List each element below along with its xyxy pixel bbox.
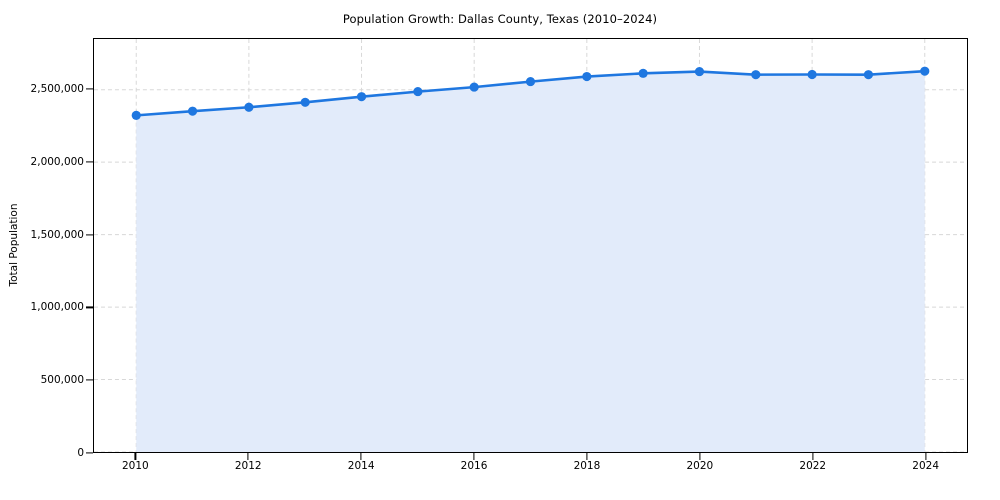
y-axis-tick-mark (86, 379, 93, 381)
x-axis-tick-label: 2012 (234, 460, 262, 472)
x-axis-tick-label: 2024 (912, 460, 940, 472)
data-point-marker (920, 66, 930, 76)
y-axis-tick-mark (86, 233, 93, 236)
data-point-marker (863, 70, 874, 80)
x-axis-tick-label: 2020 (686, 460, 714, 472)
x-axis-tick-mark (473, 453, 475, 460)
y-axis-tick-mark (86, 306, 93, 308)
data-point-marker (638, 68, 648, 78)
chart-title: Population Growth: Dallas County, Texas … (342, 12, 658, 26)
y-axis-tick-label: 500,000 (40, 374, 84, 387)
data-point-marker (187, 106, 198, 116)
data-point-marker (356, 92, 367, 102)
x-axis-tick-mark (360, 453, 362, 460)
x-axis-tick-label: 2018 (573, 460, 601, 472)
data-point-marker (582, 71, 592, 82)
x-axis-tick-mark (247, 453, 249, 460)
y-axis-tick-label: 1,000,000 (30, 301, 84, 314)
y-axis-tick-mark (86, 88, 93, 90)
plot-area (93, 38, 968, 453)
x-axis-tick-label: 2022 (799, 460, 827, 472)
area-fill-polygon (136, 71, 925, 452)
data-point-marker (413, 87, 423, 97)
area-fill (136, 71, 925, 452)
population-line-series (131, 66, 930, 120)
data-point-marker (525, 77, 536, 87)
x-axis-tick-mark (812, 453, 814, 460)
y-axis-label: Total Population (8, 203, 20, 287)
data-point-marker (751, 70, 761, 80)
data-point-marker (469, 82, 479, 92)
x-axis-tick-label: 2014 (347, 460, 375, 472)
y-axis-tick-label: 2,000,000 (30, 155, 84, 168)
x-axis-tick-mark (699, 453, 701, 460)
data-point-marker (131, 110, 141, 120)
y-axis-tick-label: 2,500,000 (30, 82, 84, 95)
x-axis-tick-mark (134, 453, 136, 460)
data-point-marker (694, 67, 705, 77)
data-point-marker (300, 97, 310, 107)
x-axis-tick-label: 2016 (460, 460, 488, 472)
data-point-marker (807, 69, 817, 80)
data-point-marker (244, 102, 254, 112)
y-axis-tick-mark (86, 452, 93, 454)
y-axis-tick-label: 0 (77, 447, 84, 459)
x-axis-tick-mark (586, 453, 588, 460)
y-axis-tick-mark (86, 161, 93, 163)
x-axis-tick-mark (925, 453, 927, 460)
x-axis-tick-label: 2010 (121, 460, 149, 472)
